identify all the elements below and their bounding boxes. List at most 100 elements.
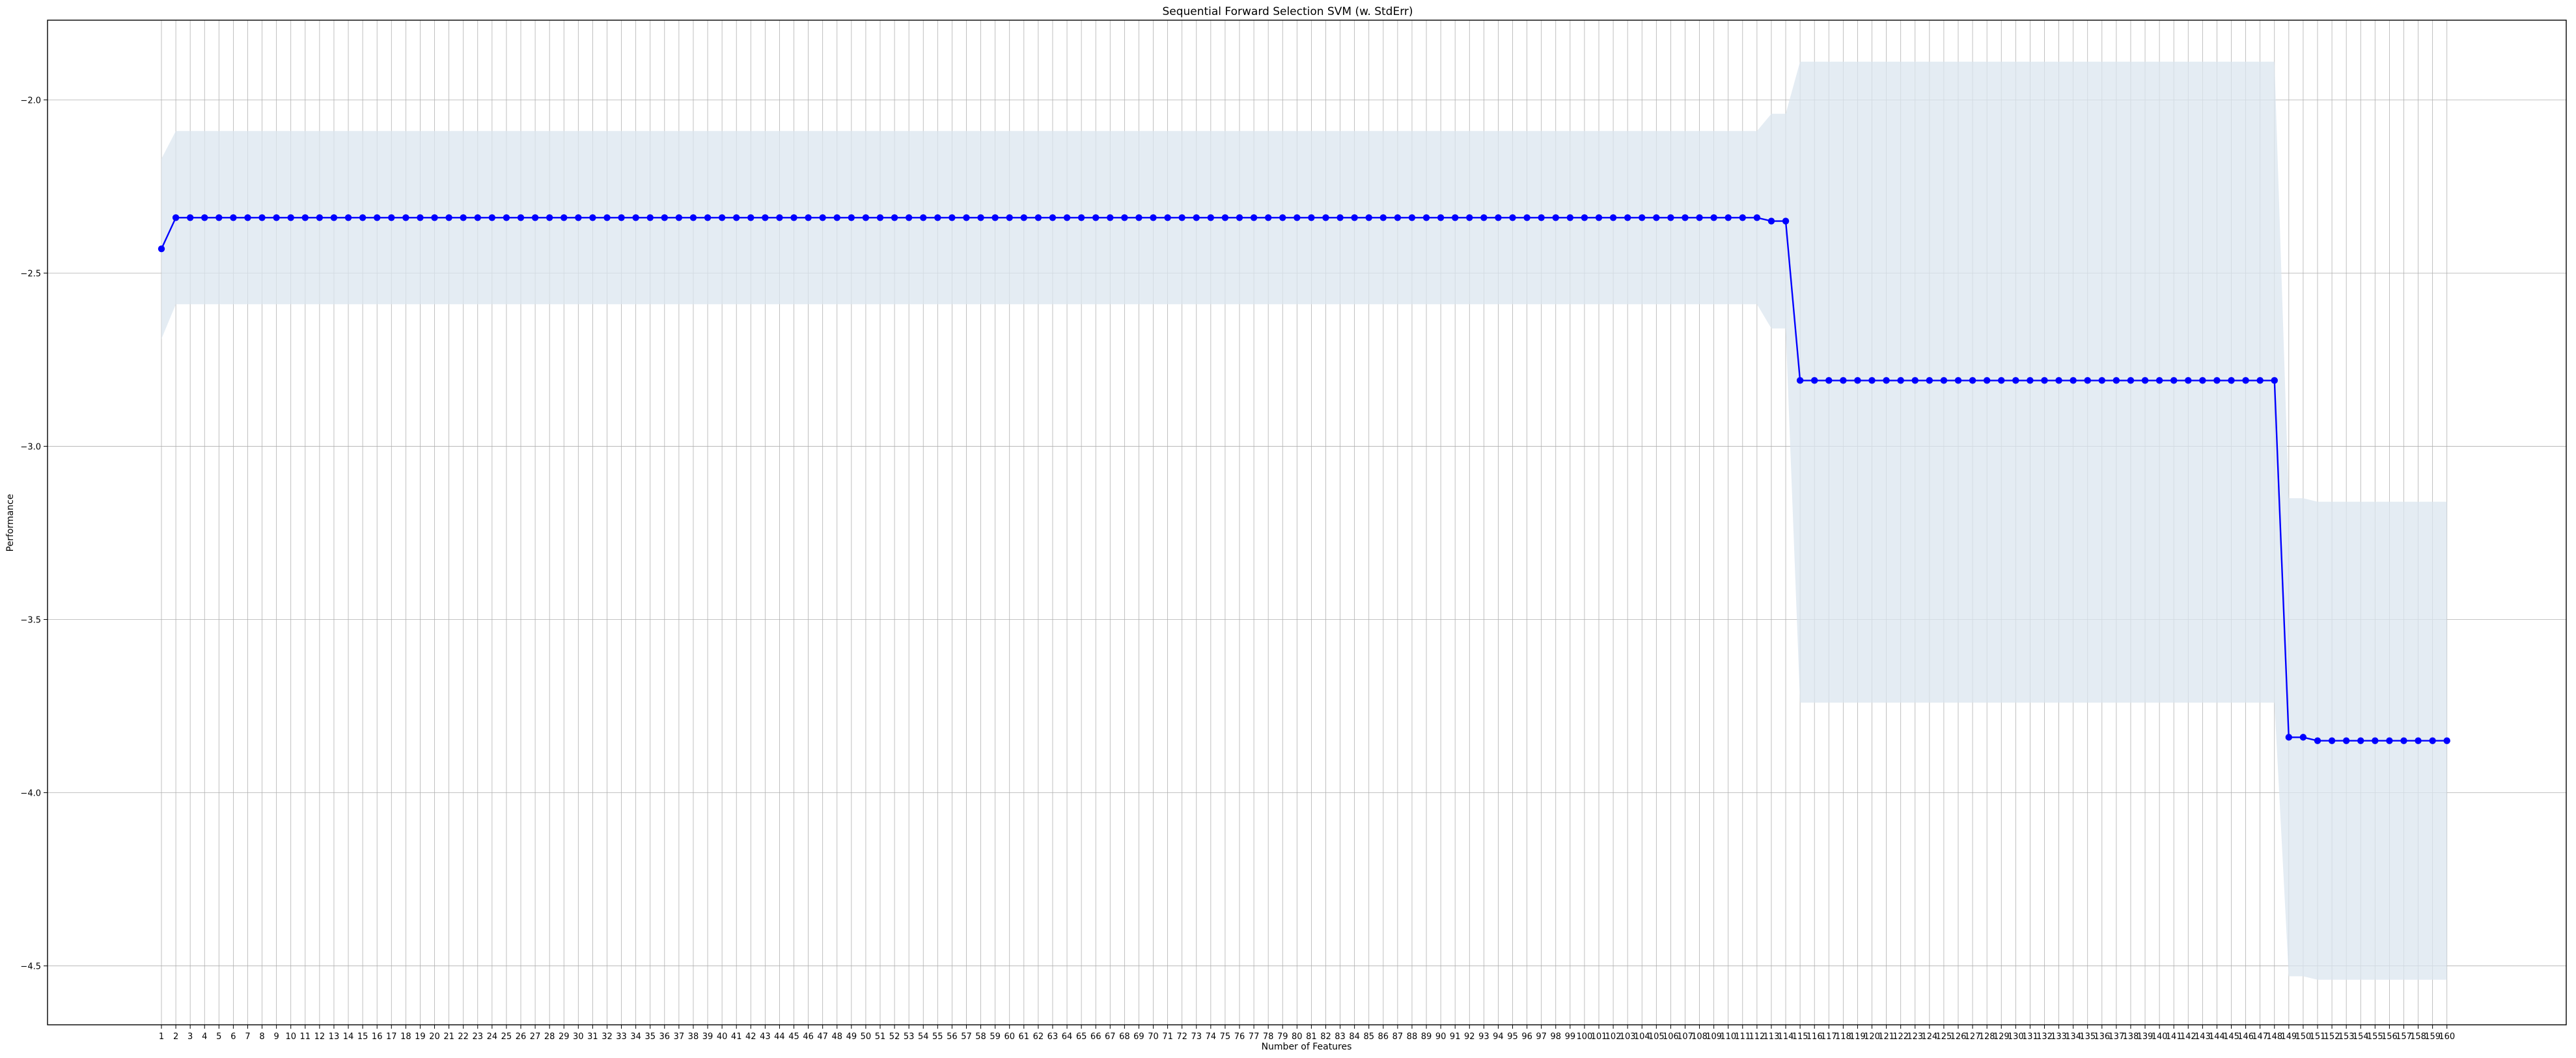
data-point — [1063, 214, 1071, 221]
x-tick-label: 116 — [1807, 1032, 1823, 1042]
y-tick-label: −3.0 — [20, 442, 41, 452]
x-tick-label: 50 — [861, 1032, 872, 1042]
data-point — [301, 214, 309, 221]
data-point — [1796, 377, 1804, 384]
x-tick-label: 108 — [1691, 1032, 1708, 1042]
x-axis-label: Number of Features — [1262, 1042, 1352, 1052]
x-tick-label: 93 — [1478, 1032, 1489, 1042]
x-tick-label: 38 — [688, 1032, 699, 1042]
data-point — [1868, 377, 1876, 384]
data-point — [2012, 377, 2019, 384]
y-tick-label: −4.0 — [20, 789, 41, 799]
x-tick-label: 78 — [1263, 1032, 1274, 1042]
x-tick-label: 146 — [2237, 1032, 2254, 1042]
y-tick-label: −2.5 — [20, 269, 41, 279]
x-tick-label: 111 — [1734, 1032, 1751, 1042]
x-tick-label: 3 — [187, 1032, 193, 1042]
x-tick-label: 104 — [1634, 1032, 1650, 1042]
x-tick-label: 12 — [314, 1032, 325, 1042]
x-tick-label: 22 — [458, 1032, 469, 1042]
x-tick-label: 73 — [1191, 1032, 1202, 1042]
data-point — [905, 214, 913, 221]
data-point — [2112, 377, 2120, 384]
x-tick-label: 131 — [2022, 1032, 2038, 1042]
x-tick-label: 80 — [1292, 1032, 1303, 1042]
data-point — [1135, 214, 1143, 221]
data-point — [2342, 737, 2350, 744]
x-tick-label: 7 — [245, 1032, 250, 1042]
x-tick-label: 79 — [1277, 1032, 1288, 1042]
data-point — [1466, 214, 1473, 221]
data-point — [1121, 214, 1128, 221]
data-point — [2271, 377, 2278, 384]
data-point — [1624, 214, 1631, 221]
x-tick-label: 21 — [443, 1032, 454, 1042]
x-tick-label: 107 — [1677, 1032, 1693, 1042]
data-point — [273, 214, 280, 221]
data-point — [172, 214, 180, 221]
data-point — [1581, 214, 1588, 221]
data-point — [460, 214, 467, 221]
data-point — [2027, 377, 2034, 384]
series-line-layer — [160, 217, 2447, 742]
data-point — [230, 214, 237, 221]
data-point — [1150, 214, 1157, 221]
x-tick-label: 6 — [230, 1032, 236, 1042]
data-point — [2098, 377, 2105, 384]
data-point — [675, 214, 683, 221]
x-tick-label: 139 — [2137, 1032, 2154, 1042]
data-point — [1753, 214, 1761, 221]
x-tick-label: 122 — [1892, 1032, 1909, 1042]
data-point — [1969, 377, 1976, 384]
data-point — [2443, 737, 2450, 744]
x-tick-label: 140 — [2152, 1032, 2168, 1042]
x-tick-label: 121 — [1878, 1032, 1894, 1042]
x-tick-label: 55 — [932, 1032, 943, 1042]
data-point — [546, 214, 553, 221]
data-point — [762, 214, 769, 221]
x-tick-label: 125 — [1936, 1032, 1952, 1042]
x-tick-label: 39 — [702, 1032, 713, 1042]
x-tick-label: 9 — [273, 1032, 279, 1042]
data-point — [417, 214, 424, 221]
data-point — [2285, 734, 2293, 741]
data-point — [747, 214, 755, 221]
data-point — [186, 214, 194, 221]
data-point — [215, 214, 223, 221]
x-tick-label: 8 — [259, 1032, 264, 1042]
x-tick-label: 36 — [659, 1032, 671, 1042]
x-tick-label: 98 — [1550, 1032, 1561, 1042]
x-tick-label: 31 — [587, 1032, 598, 1042]
x-tick-label: 10 — [285, 1032, 296, 1042]
data-point — [330, 214, 338, 221]
x-tick-label: 129 — [1993, 1032, 2010, 1042]
data-point — [531, 214, 539, 221]
x-tick-label: 71 — [1162, 1032, 1173, 1042]
x-tick-label: 134 — [2065, 1032, 2081, 1042]
x-tick-label: 30 — [573, 1032, 584, 1042]
x-tick-label: 17 — [386, 1032, 397, 1042]
x-tick-label: 113 — [1764, 1032, 1780, 1042]
data-point — [704, 214, 712, 221]
x-tick-label: 2 — [173, 1032, 178, 1042]
x-tick-label: 67 — [1105, 1032, 1116, 1042]
x-tick-label: 62 — [1033, 1032, 1044, 1042]
data-point — [2429, 737, 2436, 744]
x-tick-label: 41 — [731, 1032, 742, 1042]
x-tick-label: 16 — [372, 1032, 383, 1042]
data-point — [1193, 214, 1200, 221]
data-point — [934, 214, 941, 221]
x-tick-label: 96 — [1521, 1032, 1532, 1042]
data-point — [2170, 377, 2178, 384]
x-tick-label: 19 — [415, 1032, 426, 1042]
data-point — [1940, 377, 1948, 384]
data-point — [1207, 214, 1215, 221]
data-point — [1538, 214, 1545, 221]
data-point — [1178, 214, 1185, 221]
data-point — [2228, 377, 2235, 384]
x-tick-label: 124 — [1921, 1032, 1937, 1042]
x-tick-label: 127 — [1965, 1032, 1981, 1042]
data-point — [2415, 737, 2422, 744]
data-point — [2070, 377, 2077, 384]
